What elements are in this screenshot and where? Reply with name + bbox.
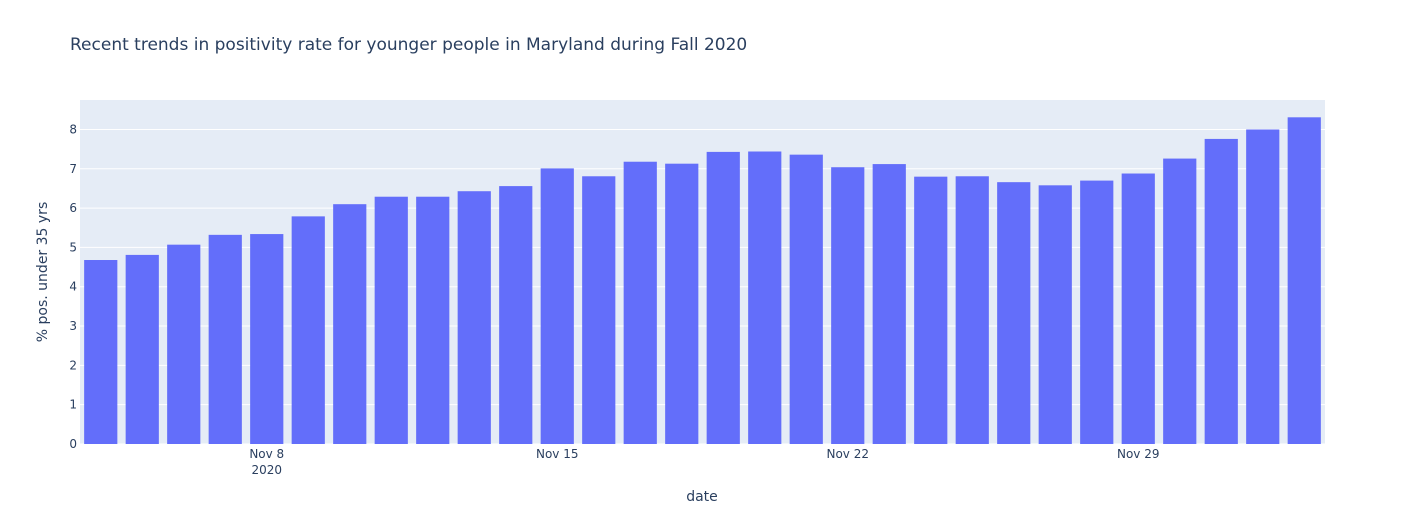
bar[interactable] (706, 151, 740, 445)
bar[interactable] (1204, 138, 1238, 444)
bar[interactable] (623, 161, 657, 444)
y-tick-label: 6 (69, 201, 77, 215)
x-tick-label: Nov 8 (249, 447, 284, 461)
bar[interactable] (872, 164, 906, 445)
bar[interactable] (457, 191, 491, 444)
bar[interactable] (167, 244, 201, 444)
bar[interactable] (208, 234, 242, 444)
bar[interactable] (291, 216, 325, 444)
bar[interactable] (416, 196, 450, 444)
bar[interactable] (1080, 180, 1114, 444)
y-tick-label: 3 (69, 319, 77, 333)
x-tick-label: Nov 22 (826, 447, 869, 461)
chart-title: Recent trends in positivity rate for you… (70, 35, 747, 55)
bar[interactable] (914, 176, 948, 445)
bar[interactable] (831, 167, 865, 445)
x-tick-year-label: 2020 (251, 463, 282, 477)
bar[interactable] (1038, 185, 1072, 444)
bar[interactable] (1121, 173, 1155, 445)
y-axis-ticks: 0 1 2 3 4 5 6 7 8 (69, 122, 77, 451)
plot-area (80, 100, 1325, 444)
bar[interactable] (540, 168, 574, 444)
bar[interactable] (499, 186, 533, 445)
bar[interactable] (665, 163, 699, 444)
x-axis-label: date (686, 489, 718, 505)
bar[interactable] (333, 204, 367, 444)
bar[interactable] (748, 151, 782, 444)
bar[interactable] (789, 154, 823, 444)
y-axis-label: % pos. under 35 yrs (35, 202, 51, 342)
bar[interactable] (1287, 117, 1321, 445)
bar[interactable] (374, 196, 408, 444)
y-tick-label: 8 (69, 122, 77, 136)
bar[interactable] (955, 176, 989, 444)
y-tick-label: 2 (69, 358, 77, 372)
bar[interactable] (582, 176, 616, 444)
bar[interactable] (125, 254, 159, 444)
y-tick-label: 4 (69, 280, 77, 294)
bar[interactable] (997, 182, 1031, 444)
bar[interactable] (1163, 158, 1197, 444)
x-tick-label: Nov 29 (1117, 447, 1160, 461)
bar[interactable] (84, 260, 118, 444)
bar[interactable] (1246, 129, 1280, 444)
bar[interactable] (250, 234, 284, 444)
bars (84, 117, 1321, 445)
y-tick-label: 0 (69, 437, 77, 451)
y-tick-label: 7 (69, 162, 77, 176)
x-tick-label: Nov 15 (536, 447, 579, 461)
x-axis-ticks: Nov 8 2020 Nov 15 Nov 22 Nov 29 (249, 447, 1159, 477)
y-tick-label: 1 (69, 398, 77, 412)
y-gridlines (80, 128, 1325, 445)
y-tick-label: 5 (69, 240, 77, 254)
